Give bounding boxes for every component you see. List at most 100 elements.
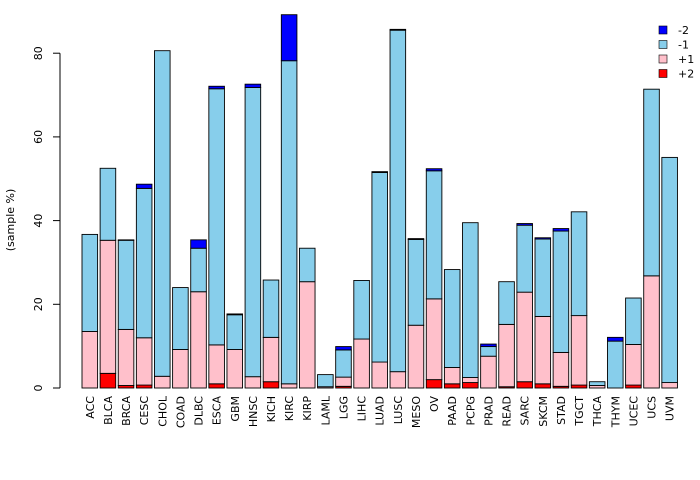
bar-segment-KIRP-plus1 xyxy=(298,281,316,389)
bar-segment-KICH-plus2 xyxy=(262,381,280,389)
x-tick-label-LGG: LGG xyxy=(337,396,350,419)
bar-segment-UVM-minus1 xyxy=(661,156,678,384)
x-tick-label-TGCT: TGCT xyxy=(573,396,586,427)
bar-segment-SKCM-minus1 xyxy=(534,238,552,317)
bar-segment-BLCA-plus2 xyxy=(99,372,117,389)
legend: -2 -1+1 +2 xyxy=(658,24,694,81)
y-tick-label: 0 xyxy=(32,385,45,392)
bar-segment-STAD-minus1 xyxy=(552,230,570,353)
bar-segment-LIHC-plus1 xyxy=(353,338,370,389)
bar-segment-SARC-plus1 xyxy=(516,291,533,383)
bar-segment-MESO-minus1 xyxy=(407,238,425,326)
x-tick-label-GBM: GBM xyxy=(229,396,242,422)
x-tick-label-HNSC: HNSC xyxy=(247,396,260,427)
x-tick-label-KIRP: KIRP xyxy=(301,396,314,421)
x-tick-label-BLCA: BLCA xyxy=(102,396,115,425)
bar-segment-SARC-plus2 xyxy=(516,381,533,389)
bar-segment-KICH-minus1 xyxy=(262,279,280,338)
y-tick-label: 80 xyxy=(32,46,45,60)
bar-segment-LAML-minus1 xyxy=(317,374,334,388)
bar-segment-SARC-minus1 xyxy=(516,224,533,293)
bar-segment-LIHC-minus1 xyxy=(353,280,370,340)
legend-swatch-plus2 xyxy=(658,69,668,78)
bar-segment-ACC-plus1 xyxy=(81,331,99,389)
bar-segment-COAD-plus1 xyxy=(172,349,189,389)
bar-segment-UCS-minus1 xyxy=(643,88,660,277)
bar-segment-CHOL-minus1 xyxy=(154,50,171,377)
x-tick-label-UVM: UVM xyxy=(664,396,677,421)
bar-segment-READ-plus1 xyxy=(498,323,515,388)
bar-segment-COAD-minus1 xyxy=(172,287,189,350)
x-tick-label-PAAD: PAAD xyxy=(446,396,459,426)
bar-segment-UCS-plus1 xyxy=(643,275,660,389)
bar-segment-ESCA-plus1 xyxy=(208,344,225,385)
x-tick-label-CESC: CESC xyxy=(138,396,151,426)
bar-segment-LUAD-minus1 xyxy=(371,172,388,363)
bar-segment-ESCA-minus1 xyxy=(208,88,225,346)
bar-segment-UCEC-plus1 xyxy=(625,344,642,386)
bar-segment-GBM-minus1 xyxy=(226,314,244,350)
bar-segment-PCPG-minus1 xyxy=(462,222,479,378)
x-tick-label-CHOL: CHOL xyxy=(156,395,169,427)
bar-segment-LUSC-plus1 xyxy=(389,371,407,389)
legend-swatch-minus2 xyxy=(658,25,668,35)
bar-segment-OV-plus1 xyxy=(425,298,443,381)
bar-segment-SKCM-plus1 xyxy=(534,315,552,385)
x-tick-label-KIRC: KIRC xyxy=(283,396,296,422)
x-tick-label-DLBC: DLBC xyxy=(193,396,206,426)
bar-segment-CHOL-plus1 xyxy=(154,375,171,389)
bar-segment-STAD-plus1 xyxy=(552,351,570,387)
x-tick-label-LAML: LAML xyxy=(319,395,332,425)
bar-segment-CESC-minus1 xyxy=(135,187,153,339)
x-tick-label-UCS: UCS xyxy=(646,396,659,419)
bar-segment-LGG-minus1 xyxy=(335,349,352,378)
bar-segment-KIRP-minus1 xyxy=(298,247,316,283)
bar-segment-UVM-plus1 xyxy=(661,382,678,389)
bar-segment-PRAD-plus1 xyxy=(480,355,497,389)
bar-segment-PAAD-minus1 xyxy=(443,269,461,368)
y-tick-label: 60 xyxy=(32,130,45,144)
bar-segment-PRAD-minus2 xyxy=(480,343,497,348)
bar-segment-KIRC-plus1 xyxy=(280,383,298,389)
x-tick-label-STAD: STAD xyxy=(555,396,568,425)
bar-segment-MESO-plus1 xyxy=(407,324,425,389)
x-tick-label-BRCA: BRCA xyxy=(120,396,133,426)
bar-segment-PAAD-plus1 xyxy=(443,367,461,385)
x-tick-label-READ: READ xyxy=(501,396,514,427)
x-tick-label-SARC: SARC xyxy=(519,396,532,426)
bar-segment-READ-minus1 xyxy=(498,281,515,325)
legend-label: +2 xyxy=(678,68,694,81)
x-tick-label-KICH: KICH xyxy=(265,396,278,422)
bar-segment-SKCM-plus2 xyxy=(534,383,552,389)
bar-segment-LGG-minus2 xyxy=(335,346,352,351)
legend-label: +1 xyxy=(678,53,694,66)
bar-segment-HNSC-minus1 xyxy=(244,87,262,378)
bar-segment-GBM-minus2 xyxy=(226,313,244,316)
x-tick-label-LUAD: LUAD xyxy=(374,396,387,426)
bar-segment-DLBC-minus1 xyxy=(190,247,207,293)
bar-segment-THYM-minus2 xyxy=(607,336,624,342)
bar-segment-GBM-plus1 xyxy=(226,349,244,389)
x-tick-label-LIHC: LIHC xyxy=(356,396,369,422)
x-tick-label-LUSC: LUSC xyxy=(392,396,405,425)
x-tick-label-COAD: COAD xyxy=(174,396,187,428)
bar-segment-TGCT-plus1 xyxy=(570,315,588,386)
bar-segment-LUSC-minus1 xyxy=(389,29,407,373)
bar-segment-CESC-minus2 xyxy=(135,183,153,189)
bar-segment-DLBC-plus1 xyxy=(190,291,207,389)
legend-swatch-plus1 xyxy=(658,54,668,64)
bar-segment-ESCA-plus2 xyxy=(208,383,225,389)
y-tick-label: 20 xyxy=(32,297,45,311)
bar-segment-HNSC-plus1 xyxy=(244,376,262,389)
bar-segment-SKCM-minus2 xyxy=(534,237,552,240)
bar-segment-STAD-minus2 xyxy=(552,228,570,232)
bar-segment-ESCA-minus2 xyxy=(208,85,225,90)
bar-segment-LGG-plus1 xyxy=(335,376,352,387)
bar-segment-SARC-minus2 xyxy=(516,223,533,226)
bar-segment-BRCA-minus1 xyxy=(117,239,135,330)
y-tick-label: 40 xyxy=(32,214,45,228)
x-tick-label-ESCA: ESCA xyxy=(211,396,224,426)
bar-segment-PCPG-plus1 xyxy=(462,377,479,384)
x-axis-tick-labels: ACC BLCA BRCA CESC CHOL COAD DLBC ESCA GBM HNSC KI… xyxy=(84,395,677,428)
bar-segment-TGCT-minus1 xyxy=(570,211,588,317)
